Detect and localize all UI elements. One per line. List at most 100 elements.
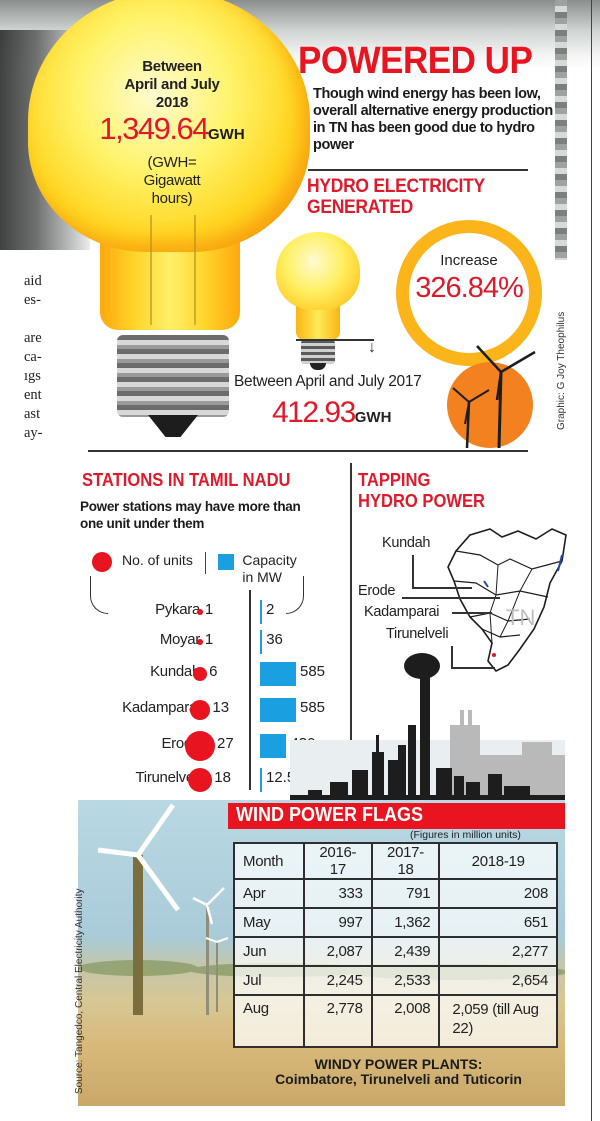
column-header: 2018-19 xyxy=(438,842,558,880)
big-lightbulb-icon xyxy=(28,0,310,252)
value-cell: 2,277 xyxy=(438,936,558,967)
unit-label: GWH xyxy=(354,409,392,426)
column-header: 2017-18 xyxy=(370,842,441,880)
capacity-bar xyxy=(260,600,262,624)
capacity-bar xyxy=(260,768,262,792)
stations-subtitle: Power stations may have more than one un… xyxy=(80,499,301,531)
value-cell: 997 xyxy=(303,907,373,938)
value-cell: 333 xyxy=(303,878,373,909)
legend-units-label: No. of units xyxy=(122,552,193,568)
water-photo-strip xyxy=(555,0,567,260)
value-cell: 2,654 xyxy=(438,965,558,996)
stations-axis-line xyxy=(249,590,251,790)
page-column-rule xyxy=(591,0,592,1121)
capacity-bar xyxy=(260,630,263,654)
wind-power-banner xyxy=(228,803,565,829)
pointer-line xyxy=(296,339,374,341)
value-cell: 2,087 xyxy=(303,936,373,967)
month-cell: Aug xyxy=(233,994,305,1048)
deck-text: Though wind energy has been low, overall… xyxy=(313,86,553,153)
map-label-kundah: Kundah xyxy=(382,535,431,551)
increase-label: Increase xyxy=(440,252,498,269)
station-row: Moyar 1 36 xyxy=(60,627,350,657)
capacity-square-icon xyxy=(218,554,235,570)
divider-vertical xyxy=(350,463,352,808)
units-bubble xyxy=(187,767,213,793)
station-row: Kundah 6 585 xyxy=(60,659,350,689)
table-row: Jun 2,087 2,439 2,277 xyxy=(233,936,558,967)
value-cell: 791 xyxy=(370,878,441,909)
table-row: Apr 333 791 208 xyxy=(233,878,558,909)
previous-period-value: 412.93GWH xyxy=(272,396,392,429)
value-cell: 2,059 (till Aug 22) xyxy=(438,994,558,1048)
month-cell: Jul xyxy=(233,965,305,996)
units-value: 1 xyxy=(204,631,214,648)
value-cell: 2,533 xyxy=(370,965,441,996)
column-header: Month xyxy=(233,842,305,880)
windy-plants-caption: WINDY POWER PLANTS: Coimbatore, Tirunelv… xyxy=(236,1057,561,1087)
graphic-credit: Graphic: G Joy Theophilus xyxy=(556,311,567,430)
station-name: Kadamparai xyxy=(122,699,200,716)
units-bubble xyxy=(185,731,215,761)
stations-title: STATIONS IN TAMIL NADU xyxy=(82,470,291,490)
wind-turbine-icon xyxy=(447,345,536,449)
value-cell: 208 xyxy=(438,878,558,909)
capacity-value: 585 xyxy=(300,663,326,680)
current-period-block: Between April and July 2018 1,349.64GWH … xyxy=(72,58,272,208)
station-name: Tirunelveli xyxy=(135,769,200,786)
legend-separator xyxy=(204,552,207,574)
wind-power-table: Month 2016-17 2017-18 2018-19 Apr 333 79… xyxy=(233,842,558,1048)
capacity-value: 585 xyxy=(300,699,326,716)
capacity-value: 36 xyxy=(266,631,283,648)
hydro-section-title: HYDRO ELECTRICITY GENERATED xyxy=(307,176,485,218)
adjacent-column-text: aid es- are ca- ıgs ent ast ay- xyxy=(24,273,43,441)
month-cell: Jun xyxy=(233,936,305,967)
value-cell: 2,439 xyxy=(370,936,441,967)
increase-value: 326.84% xyxy=(415,272,524,304)
wind-units-note: (Figures in million units) xyxy=(410,829,521,841)
station-row: Tirunelveli 18 12.5 xyxy=(60,765,350,795)
map-label-erode: Erode xyxy=(358,583,396,599)
month-cell: Apr xyxy=(233,878,305,909)
units-value: 27 xyxy=(217,735,234,752)
current-period-label: Between xyxy=(142,58,202,75)
gwh-note: (GWH= Gigawatt hours) xyxy=(143,154,201,207)
value-cell: 2,008 xyxy=(370,994,441,1048)
table-header-row: Month 2016-17 2017-18 2018-19 xyxy=(233,842,558,880)
units-value: 18 xyxy=(214,769,231,786)
current-period-value: 1,349.64GWH xyxy=(99,111,245,146)
leader-line xyxy=(452,612,492,614)
station-row: Pykara 1 2 xyxy=(60,597,350,627)
leader-line xyxy=(412,555,414,587)
table-row: Jul 2,245 2,533 2,654 xyxy=(233,965,558,996)
month-cell: May xyxy=(233,907,305,938)
leader-line xyxy=(451,667,495,669)
map-label-kadamparai: Kadamparai xyxy=(364,604,440,620)
legend-capacity-label: Capacity in MW xyxy=(242,552,297,585)
station-name: Pykara xyxy=(155,601,200,618)
svg-text:TN: TN xyxy=(506,605,535,630)
windy-plants-title: WINDY POWER PLANTS: xyxy=(314,1056,483,1072)
units-value: 13 xyxy=(212,699,230,716)
table-row: Aug 2,778 2,008 2,059 (till Aug 22) xyxy=(233,994,558,1048)
small-bulb-base xyxy=(301,340,335,364)
map-title: TAPPING HYDRO POWER xyxy=(358,470,485,511)
value-cell: 2,778 xyxy=(303,994,373,1048)
stations-legend: No. of units Capacity in MW xyxy=(92,552,302,586)
small-bulb-tip xyxy=(310,363,326,370)
map-label-tirunelveli: Tirunelveli xyxy=(386,626,449,642)
column-header: 2016-17 xyxy=(303,842,373,880)
capacity-value: 2 xyxy=(266,601,275,618)
units-value: 6 xyxy=(209,663,218,680)
arrow-down-icon: ↓ xyxy=(368,339,376,356)
table-row: May 997 1,362 651 xyxy=(233,907,558,938)
divider xyxy=(308,169,528,171)
headline: POWERED UP xyxy=(298,40,533,82)
big-bulb-base xyxy=(117,335,229,417)
value-cell: 1,362 xyxy=(370,907,441,938)
unit-label: GWH xyxy=(208,126,245,143)
station-name: Moyar xyxy=(159,631,200,648)
wind-power-title: WIND POWER FLAGS xyxy=(236,804,423,826)
units-bubble xyxy=(192,666,208,682)
previous-period-label: Between April and July 2017 xyxy=(234,373,422,390)
